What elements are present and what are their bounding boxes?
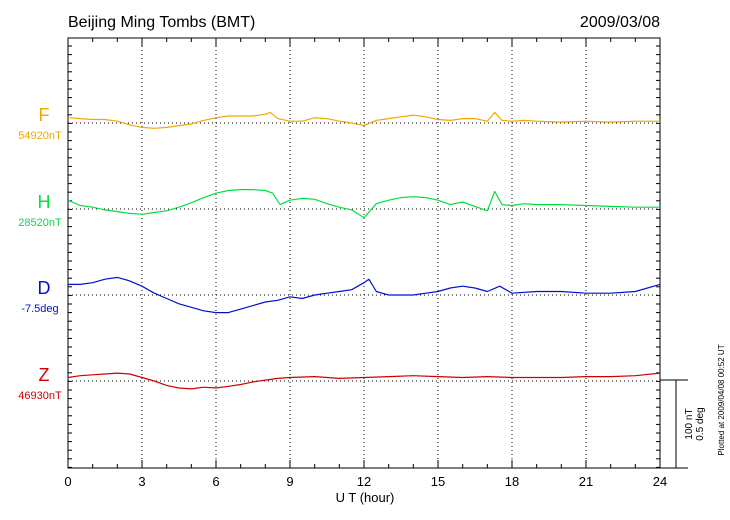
x-tick-label: 12 xyxy=(357,474,371,489)
scale-deg-label: 0.5 deg xyxy=(695,407,706,440)
series-line-h xyxy=(67,189,660,219)
series-name-z: Z xyxy=(39,365,50,385)
series-group xyxy=(67,111,661,390)
x-tick-label: 24 xyxy=(653,474,667,489)
x-axis-title: U T (hour) xyxy=(336,490,395,505)
date-label: 2009/03/08 xyxy=(580,14,660,31)
baseline-value-z: 46930nT xyxy=(18,390,62,402)
series-line-d xyxy=(68,276,661,314)
component-labels: F 54920nT H 28520nT D -7.5deg Z 46930nT xyxy=(18,105,62,402)
x-tick-label: 0 xyxy=(64,474,71,489)
series-name-h: H xyxy=(38,192,51,212)
grid xyxy=(68,38,660,468)
x-tick-label: 18 xyxy=(505,474,519,489)
scale-nt-label: 100 nT xyxy=(684,408,695,439)
x-tick-label: 21 xyxy=(579,474,593,489)
series-line-z xyxy=(67,372,661,390)
baseline-value-d: -7.5deg xyxy=(21,303,58,315)
series-line-f xyxy=(67,111,660,129)
baseline-value-h: 28520nT xyxy=(18,217,62,229)
series-name-d: D xyxy=(38,278,51,298)
baseline-value-f: 54920nT xyxy=(18,130,62,142)
x-tick-label: 6 xyxy=(212,474,219,489)
x-axis: 0 3 6 9 12 15 18 21 24 xyxy=(64,38,667,489)
x-tick-label: 9 xyxy=(286,474,293,489)
plotted-timestamp: Plotted at 2009/04/08 00:52 UT xyxy=(717,344,726,455)
station-title: Beijing Ming Tombs (BMT) xyxy=(68,14,255,31)
x-tick-label: 15 xyxy=(431,474,445,489)
x-tick-label: 3 xyxy=(138,474,145,489)
series-name-f: F xyxy=(39,105,50,125)
